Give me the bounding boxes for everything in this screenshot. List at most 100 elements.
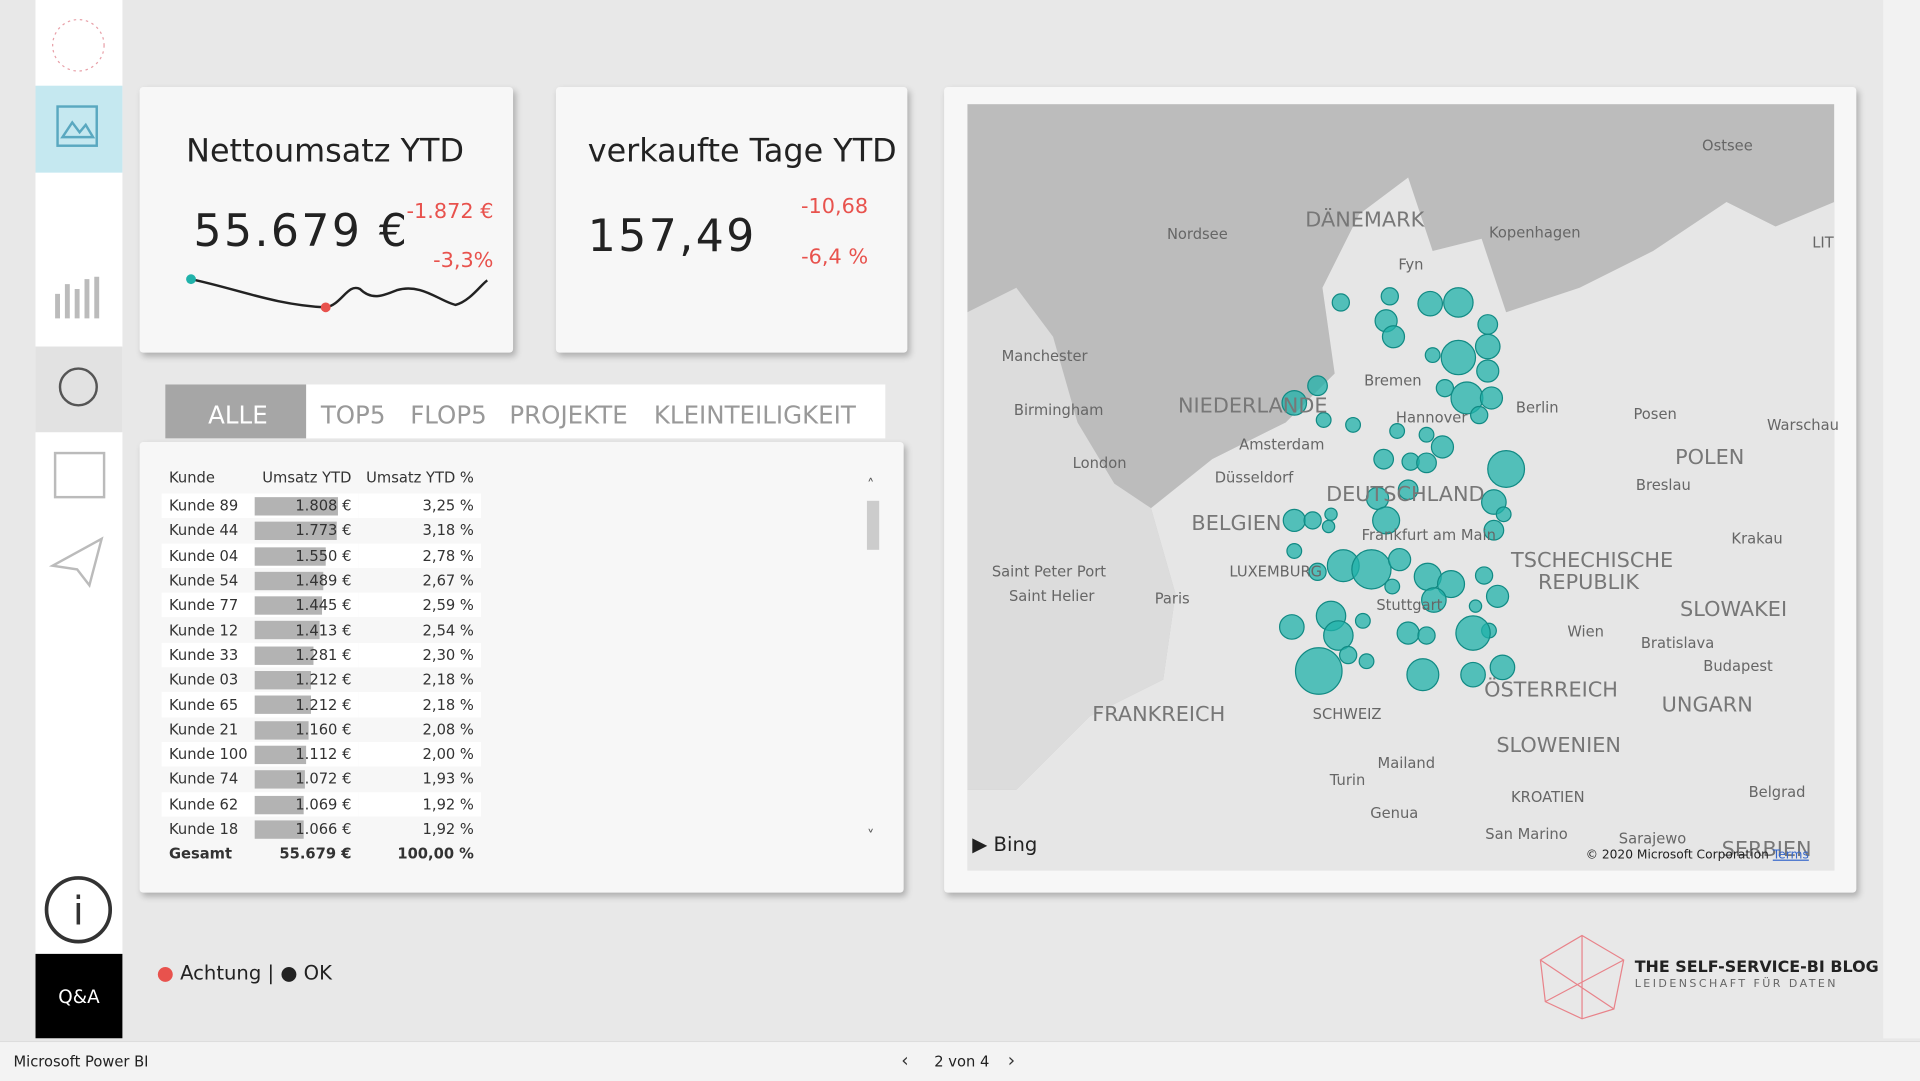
data-bar: [254, 646, 314, 665]
cell-text: 1.160 €: [295, 720, 352, 739]
map-label: Paris: [1154, 590, 1190, 608]
cell-number: 2,18 %: [359, 692, 481, 717]
map-bubble: [1282, 508, 1306, 533]
cell: Kunde 89: [162, 493, 255, 518]
kpi-value: 157,49: [587, 211, 757, 263]
scroll-down[interactable]: ˅: [866, 827, 875, 845]
map-bubble: [1354, 612, 1371, 629]
table-row: Kunde 62 1.069 € 1,92 %: [161, 791, 482, 817]
map-label: TSCHECHISCHE: [1511, 548, 1674, 574]
cell-text: Kunde 18: [168, 820, 239, 838]
cell-number: 1.069 €: [254, 792, 359, 817]
cell-number: 1.445 €: [254, 593, 359, 618]
scroll-up[interactable]: ˄: [866, 476, 875, 494]
cell-text: 2,08 %: [422, 720, 474, 739]
column-header: Kunde: [168, 468, 215, 487]
cell-number: 1.281 €: [254, 643, 359, 668]
logo-title: THE SELF-SERVICE-BI BLOG: [1634, 958, 1879, 978]
tab[interactable]: TOP5: [320, 400, 386, 430]
cell: Kunde 54: [162, 568, 255, 593]
svg-text:i: i: [73, 889, 84, 934]
page-indicator: 2 von 4: [934, 1053, 990, 1071]
cell: Kunde 100: [162, 742, 255, 767]
cell-number: 1.808 €: [254, 493, 359, 518]
map-bubble: [1418, 426, 1435, 443]
cell-text: Kunde 12: [168, 621, 239, 639]
cell-text: 2,30 %: [422, 646, 474, 664]
map-bubble: [1331, 293, 1351, 312]
map-bubble: [1477, 314, 1499, 335]
map-bubble: [1470, 405, 1489, 425]
cell-text: Kunde 62: [168, 795, 239, 813]
tab[interactable]: KLEINTEILIGKEIT: [653, 400, 856, 430]
column-header: Umsatz YTD: [262, 468, 352, 487]
cell: Kunde 33: [162, 643, 255, 668]
tab[interactable]: ALLE: [208, 400, 268, 430]
map-bubble: [1308, 562, 1327, 582]
cell: Kunde 04: [162, 543, 255, 568]
map-label: Wien: [1567, 623, 1605, 641]
tab-selected: [165, 384, 307, 439]
map-bubble: [1440, 339, 1477, 376]
logo-subtitle: LEIDENSCHAFT FÜR DATEN: [1634, 978, 1838, 991]
sparkline: [186, 274, 489, 313]
cell-number: 3,25 %: [359, 493, 481, 518]
kpi-delta: -3,3%: [433, 248, 494, 274]
next-page[interactable]: ›: [1007, 1049, 1016, 1072]
cell-text: Kunde 77: [168, 596, 239, 614]
scrollbar[interactable]: [866, 500, 880, 550]
cell-text: 1.072 €: [295, 770, 352, 788]
map-bubble: [1417, 626, 1436, 645]
cell-number: 1.413 €: [254, 618, 359, 643]
cell-number: 1.072 €: [254, 767, 359, 792]
map-label: Bratislava: [1640, 634, 1715, 652]
map-label: Genua: [1370, 804, 1419, 822]
logo-mark: [1539, 934, 1625, 1020]
map-label: Posen: [1633, 405, 1677, 423]
map-bubble: [1421, 587, 1447, 613]
tab[interactable]: PROJEKTE: [509, 400, 628, 430]
legend-text: Achtung |: [180, 961, 275, 985]
cell-text: 1.112 €: [295, 745, 352, 763]
map-label: Amsterdam: [1239, 435, 1325, 454]
cell-text: Kunde 04: [168, 547, 239, 565]
map-bubble: [1430, 435, 1455, 459]
map-label: BELGIEN: [1191, 511, 1282, 537]
cell: Kunde 65: [162, 692, 255, 717]
map-bubble: [1315, 412, 1332, 428]
cell: Kunde 62: [162, 792, 255, 817]
map-bubble: [1372, 506, 1401, 535]
terms-link[interactable]: Terms: [1772, 848, 1809, 863]
prev-page[interactable]: ‹: [901, 1049, 909, 1072]
cell-text: 2,18 %: [422, 671, 474, 689]
data-bar: [254, 497, 339, 516]
cell-number: 2,08 %: [359, 717, 481, 742]
cell: Kunde 44: [162, 518, 255, 543]
map-bubble: [1416, 452, 1437, 474]
map-label: Krakau: [1731, 530, 1783, 548]
legend-text: OK: [303, 961, 332, 985]
data-bar: [254, 720, 309, 740]
qa-button[interactable]: Q&A: [58, 985, 100, 1008]
cell: Kunde 74: [162, 767, 255, 792]
map-bubble: [1358, 653, 1375, 670]
map-bubble: [1389, 423, 1406, 439]
map-label: Fyn: [1398, 255, 1424, 274]
map-bubble: [1351, 549, 1392, 590]
cell-number: 1.112 €: [254, 742, 359, 767]
map-bubble: [1483, 519, 1505, 541]
kpi-value: 55.679 €: [193, 206, 410, 258]
cell-text: Kunde 21: [168, 720, 239, 739]
map-bubble: [1321, 519, 1336, 534]
cell-number: 2,59 %: [359, 593, 481, 618]
map-bubble: [1476, 359, 1500, 383]
cell-number: 1,93 %: [359, 767, 481, 792]
cell-text: Kunde 03: [168, 671, 239, 689]
map-label: Saint Helier: [1008, 587, 1095, 605]
tab[interactable]: FLOP5: [410, 400, 487, 430]
map: [967, 104, 1835, 871]
map-label: NIEDERLANDE: [1177, 394, 1328, 419]
map-bubble: [1373, 448, 1395, 470]
map-bubble: [1479, 386, 1504, 410]
